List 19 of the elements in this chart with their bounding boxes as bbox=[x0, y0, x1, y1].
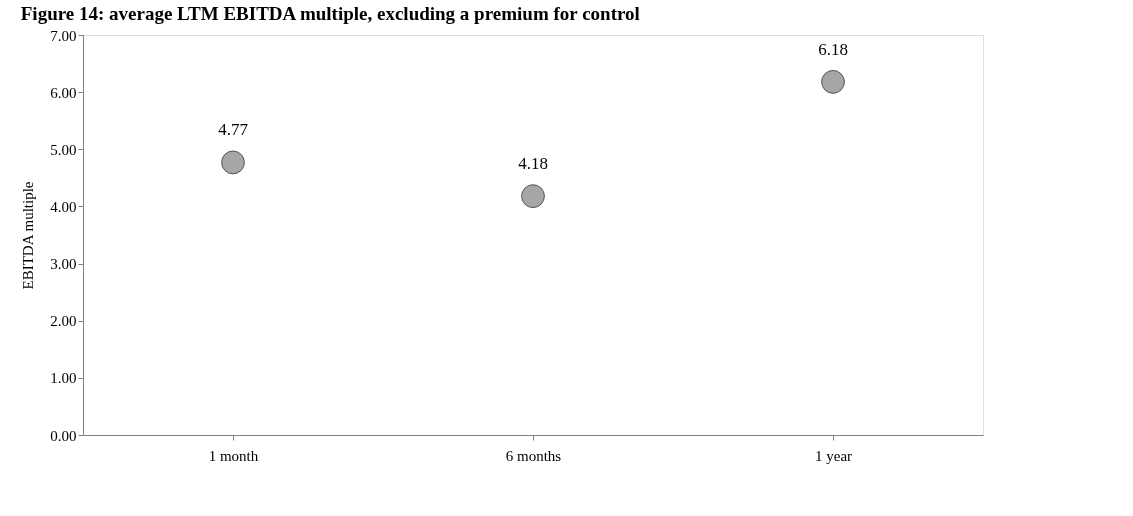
y-tick-label: 7.00 bbox=[50, 27, 77, 44]
data-label: 6.18 bbox=[818, 39, 848, 59]
data-label: 4.18 bbox=[518, 154, 548, 174]
y-tick-label: 5.00 bbox=[50, 141, 77, 158]
y-tick-label: 4.00 bbox=[50, 198, 77, 215]
point bbox=[821, 69, 845, 94]
point bbox=[221, 150, 245, 175]
point bbox=[521, 184, 545, 209]
x-tick-label: 1 month bbox=[208, 447, 259, 464]
chart-title: Figure 14: average LTM EBITDA multiple, excluding a premium for control bbox=[20, 3, 640, 24]
x-tick-label: 6 months bbox=[505, 447, 562, 464]
y-tick-label: 2.00 bbox=[50, 313, 77, 330]
x-tick-label: 1 year bbox=[814, 447, 853, 464]
y-tick-label: 6.00 bbox=[50, 84, 77, 101]
y-tick-label: 1.00 bbox=[50, 370, 77, 387]
y-tick-label: 3.00 bbox=[50, 256, 77, 273]
data-label: 4.77 bbox=[218, 120, 249, 140]
y-axis-title: EBITDA multiple bbox=[20, 181, 37, 290]
y-tick-label: 0.00 bbox=[50, 427, 77, 444]
